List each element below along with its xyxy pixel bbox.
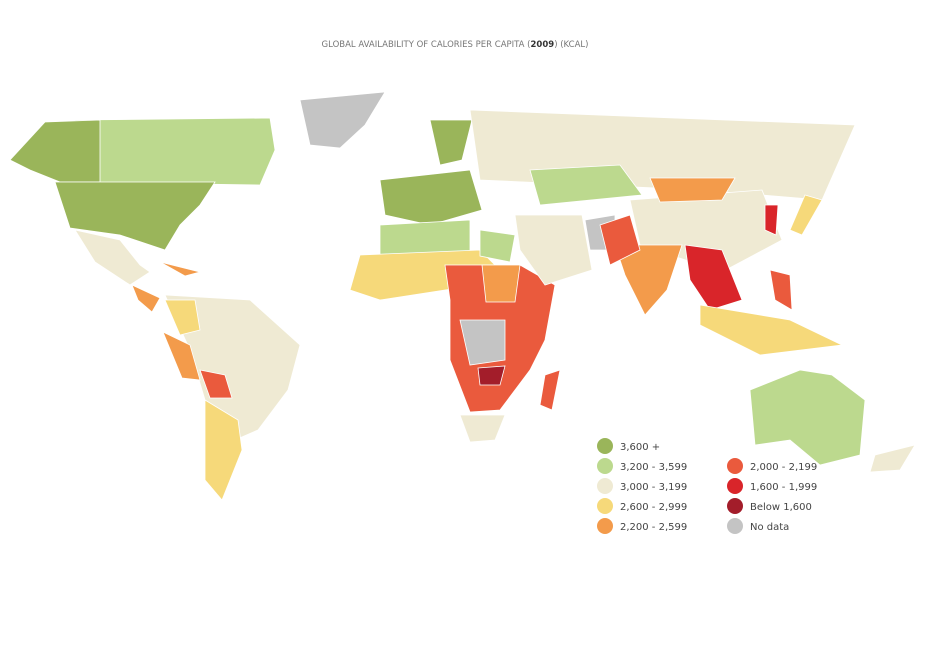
legend-label: No data [750,522,789,533]
legend-swatch [597,498,613,514]
country [429,119,473,166]
legend-swatch [727,478,743,494]
country [159,261,202,277]
title-text: GLOBAL AVAILABILITY OF CALORIES PER CAPI… [322,40,531,50]
country [164,299,201,336]
legend-label: Below 1,600 [750,502,812,513]
legend-label: 2,600 - 2,999 [620,502,687,513]
country [481,264,521,303]
country [74,229,151,286]
legend-label: 2,000 - 2,199 [750,462,817,473]
country [764,204,779,236]
country [131,284,161,313]
legend-label: 1,600 - 1,999 [750,482,817,493]
country [459,319,506,366]
country [699,304,844,356]
country [599,214,641,266]
country [649,177,736,203]
legend-label: 3,200 - 3,599 [620,462,687,473]
country [869,444,916,473]
country [789,194,823,236]
title-text: ) (KCAL) [554,40,588,50]
legend-label: 3,600 + [620,442,660,453]
legend-swatch [597,478,613,494]
country [479,229,516,263]
country [54,181,216,251]
country [614,244,683,316]
country [162,331,201,381]
map-title: GLOBAL AVAILABILITY OF CALORIES PER CAPI… [322,40,589,50]
country [769,269,793,311]
legend-swatch [597,518,613,534]
country [299,91,386,149]
legend-label: 3,000 - 3,199 [620,482,687,493]
legend: 3,600 + 3,200 - 3,599 3,000 - 3,199 2,600 -… [597,438,817,534]
country [514,214,593,286]
legend-swatch [727,458,743,474]
country [539,369,561,411]
legend-swatch [727,498,743,514]
country [9,119,101,183]
country [684,244,743,311]
country [349,249,511,301]
country [529,164,643,206]
country [204,399,243,501]
title-year: 2009 [531,40,555,50]
country [379,169,483,226]
country [459,414,506,443]
legend-label: 2,200 - 2,599 [620,522,687,533]
country [477,365,506,386]
legend-swatch [597,458,613,474]
country [199,369,233,399]
legend-swatch [727,518,743,534]
world-map [9,91,916,501]
country [749,369,866,466]
legend-swatch [597,438,613,454]
